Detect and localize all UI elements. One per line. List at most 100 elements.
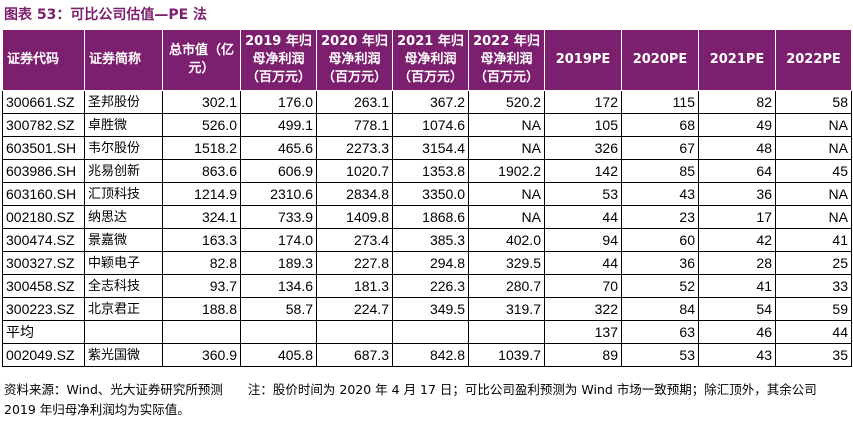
value-cell: 3154.4 xyxy=(392,136,469,160)
value-cell: NA xyxy=(775,182,852,206)
security-name-cell: 韦尔股份 xyxy=(84,136,163,160)
value-cell: 319.7 xyxy=(468,297,545,321)
value-cell: 46 xyxy=(698,320,776,344)
value-cell: 263.1 xyxy=(316,90,393,114)
value-cell: 1902.2 xyxy=(468,159,545,183)
value-cell: 36 xyxy=(621,251,699,275)
value-cell: 2310.6 xyxy=(240,182,317,206)
value-cell: 188.8 xyxy=(162,297,241,321)
header-cell: 2019PE xyxy=(544,29,622,91)
value-cell: 1409.8 xyxy=(316,205,393,229)
value-cell: 35 xyxy=(775,343,852,367)
value-cell: 189.3 xyxy=(240,251,317,275)
security-code-cell: 002049.SZ xyxy=(2,343,85,367)
header-cell: 总市值（亿元） xyxy=(162,29,241,91)
value-cell: 63 xyxy=(621,320,699,344)
value-cell xyxy=(468,320,545,344)
value-cell: 778.1 xyxy=(316,113,393,137)
value-cell: 163.3 xyxy=(162,228,241,252)
value-cell: 224.7 xyxy=(316,297,393,321)
value-cell: 82.8 xyxy=(162,251,241,275)
value-cell: 54 xyxy=(698,297,776,321)
header-cell: 证券简称 xyxy=(84,29,163,91)
value-cell: 842.8 xyxy=(392,343,469,367)
value-cell: 42 xyxy=(698,228,776,252)
value-cell: 360.9 xyxy=(162,343,241,367)
value-cell: 94 xyxy=(544,228,622,252)
value-cell: 23 xyxy=(621,205,699,229)
security-code-cell: 002180.SZ xyxy=(2,205,85,229)
value-cell: 733.9 xyxy=(240,205,317,229)
value-cell: 49 xyxy=(698,113,776,137)
table-row: 平均 137 63 46 44 xyxy=(2,320,852,344)
value-cell: NA xyxy=(775,113,852,137)
value-cell: 526.0 xyxy=(162,113,241,137)
value-cell: 2834.8 xyxy=(316,182,393,206)
value-cell: 17 xyxy=(698,205,776,229)
value-cell: 1518.2 xyxy=(162,136,241,160)
header-cell: 2019 年归母净利润（百万元） xyxy=(240,29,317,91)
value-cell: 172 xyxy=(544,90,622,114)
value-cell: 53 xyxy=(621,343,699,367)
value-cell: 142 xyxy=(544,159,622,183)
security-code-cell: 300458.SZ xyxy=(2,274,85,298)
value-cell xyxy=(162,320,241,344)
value-cell: 227.8 xyxy=(316,251,393,275)
table-row: 002180.SZ 纳思达 324.1 733.9 1409.8 1868.6 NA 44 23… xyxy=(2,205,852,229)
header-cell: 2022 年归母净利润（百万元） xyxy=(468,29,545,91)
security-code-cell: 603986.SH xyxy=(2,159,85,183)
value-cell: 367.2 xyxy=(392,90,469,114)
value-cell: 1074.6 xyxy=(392,113,469,137)
value-cell: 499.1 xyxy=(240,113,317,137)
value-cell: 36 xyxy=(698,182,776,206)
value-cell: 60 xyxy=(621,228,699,252)
value-cell: 43 xyxy=(698,343,776,367)
security-code-cell: 300223.SZ xyxy=(2,297,85,321)
value-cell: 84 xyxy=(621,297,699,321)
value-cell: 137 xyxy=(544,320,622,344)
value-cell: 1353.8 xyxy=(392,159,469,183)
security-code-cell: 300661.SZ xyxy=(2,90,85,114)
value-cell: 465.6 xyxy=(240,136,317,160)
value-cell: 273.4 xyxy=(316,228,393,252)
table-row: 300458.SZ 全志科技 93.7 134.6 181.3 226.3 280.7 70 5… xyxy=(2,274,852,298)
value-cell: 68 xyxy=(621,113,699,137)
value-cell: 280.7 xyxy=(468,274,545,298)
table-row: 603501.SH 韦尔股份 1518.2 465.6 2273.3 3154.4 NA 32… xyxy=(2,136,852,160)
table-body: 300661.SZ 圣邦股份 302.1 176.0 263.1 367.2 520.2 17… xyxy=(2,90,852,367)
value-cell: 174.0 xyxy=(240,228,317,252)
security-name-cell: 兆易创新 xyxy=(84,159,163,183)
value-cell: 41 xyxy=(698,274,776,298)
value-cell: 606.9 xyxy=(240,159,317,183)
header-cell: 2020 年归母净利润（百万元） xyxy=(316,29,393,91)
value-cell: 302.1 xyxy=(162,90,241,114)
security-code-cell: 603501.SH xyxy=(2,136,85,160)
value-cell: 402.0 xyxy=(468,228,545,252)
table-row: 300223.SZ 北京君正 188.8 58.7 224.7 349.5 319.7 322… xyxy=(2,297,852,321)
value-cell: 349.5 xyxy=(392,297,469,321)
header-cell: 2022PE xyxy=(775,29,852,91)
value-cell: 1020.7 xyxy=(316,159,393,183)
header-cell: 2021 年归母净利润（百万元） xyxy=(392,29,469,91)
value-cell xyxy=(240,320,317,344)
value-cell: 115 xyxy=(621,90,699,114)
security-name-cell: 中颖电子 xyxy=(84,251,163,275)
value-cell: 48 xyxy=(698,136,776,160)
value-cell: 70 xyxy=(544,274,622,298)
header-cell: 2021PE xyxy=(698,29,776,91)
value-cell: 85 xyxy=(621,159,699,183)
security-code-cell: 300782.SZ xyxy=(2,113,85,137)
security-name-cell: 卓胜微 xyxy=(84,113,163,137)
value-cell: NA xyxy=(468,182,545,206)
value-cell: 863.6 xyxy=(162,159,241,183)
security-code-cell: 603160.SH xyxy=(2,182,85,206)
security-name-cell: 北京君正 xyxy=(84,297,163,321)
header-cell: 证券代码 xyxy=(2,29,85,91)
value-cell: 1868.6 xyxy=(392,205,469,229)
security-name-cell: 纳思达 xyxy=(84,205,163,229)
value-cell: 59 xyxy=(775,297,852,321)
value-cell xyxy=(316,320,393,344)
value-cell: 134.6 xyxy=(240,274,317,298)
value-cell: 44 xyxy=(544,251,622,275)
value-cell: 326 xyxy=(544,136,622,160)
